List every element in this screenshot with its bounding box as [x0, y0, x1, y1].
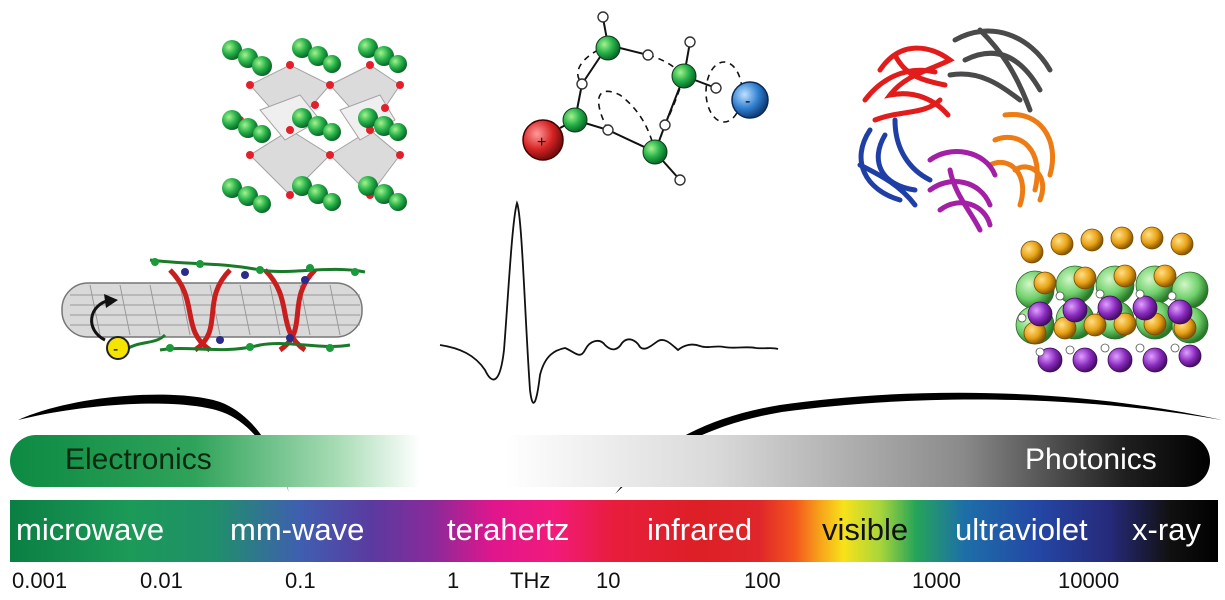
ionic-crystal-figure [1015, 226, 1209, 373]
region-label-mm-wave: mm-wave [230, 512, 365, 547]
tick-label: 10 [596, 568, 621, 593]
region-label-x-ray: x-ray [1132, 512, 1201, 547]
svg-text:-: - [113, 341, 118, 358]
svg-text:+: + [537, 134, 546, 151]
tick-label: 1 [447, 568, 460, 593]
tick-label: 1000 [912, 568, 961, 593]
region-label-ultraviolet: ultraviolet [955, 512, 1088, 547]
protein-complex-figure [857, 27, 1056, 233]
tick-label: 0.001 [12, 568, 68, 593]
thz-pulse-waveform [439, 200, 779, 404]
electronics-photonics-band: Electronics Photonics [10, 435, 1210, 487]
tick-label: 100 [744, 568, 781, 593]
tick-label: 0.01 [140, 568, 183, 593]
region-label-infrared: infrared [647, 512, 753, 547]
tick-label: 0.1 [285, 568, 316, 593]
electronics-label: Electronics [65, 443, 212, 476]
perovskite-lattice-figure [222, 38, 407, 213]
electromagnetic-spectrum-bar: microwave mm-wave terahertz infrared vis… [10, 500, 1218, 562]
region-label-microwave: microwave [16, 512, 165, 547]
region-label-terahertz: terahertz [447, 512, 570, 547]
carbon-nanotube-figure: - [61, 258, 366, 360]
axis-unit: THz [510, 568, 551, 593]
photonics-gradient [505, 435, 1210, 487]
hydrogen-bond-chain-figure: + - [522, 11, 769, 186]
region-label-visible: visible [822, 512, 909, 547]
photonics-label: Photonics [1025, 443, 1157, 476]
electronics-gradient [10, 435, 420, 487]
tick-label: 10000 [1058, 568, 1120, 593]
svg-text:-: - [745, 93, 750, 110]
